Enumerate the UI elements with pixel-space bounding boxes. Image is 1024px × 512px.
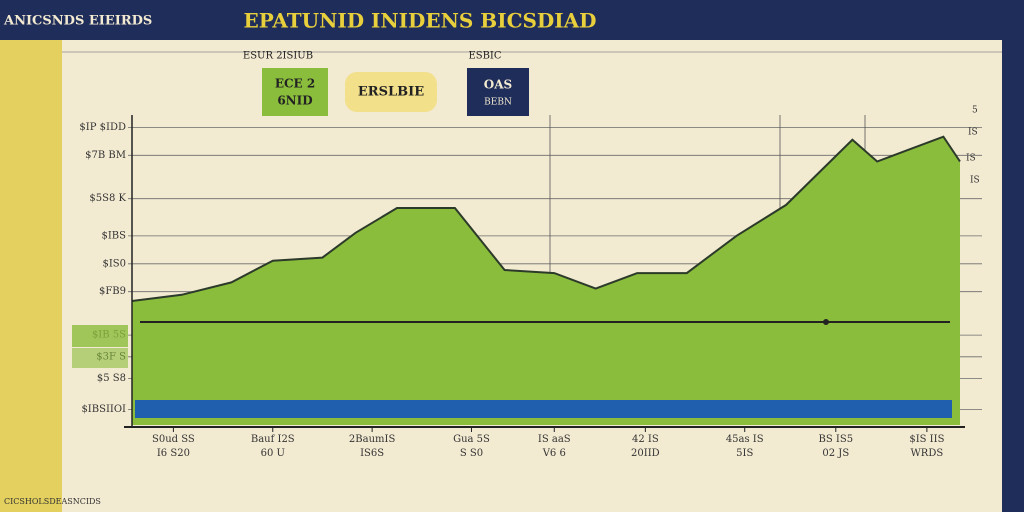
tick-line: 2BaumIS — [349, 434, 396, 445]
line — [131, 135, 961, 302]
x-tick-label: IS aaS V6 6 — [538, 434, 571, 459]
badge — [467, 68, 529, 116]
tick-line: IS6S — [360, 448, 384, 459]
x-tick-label: Bauf I2S 60 U — [251, 434, 295, 459]
band — [135, 400, 952, 418]
y-tick-label: $5 S8 — [97, 373, 126, 384]
brand: ANICSNDS EIEIRDS — [3, 14, 152, 29]
tick-line: $IS IIS — [909, 434, 944, 445]
y-tick-label: $IS0 — [102, 258, 126, 269]
tick-line: S0ud SS — [152, 434, 195, 445]
reference-dot — [823, 319, 829, 325]
tick-line: 20IID — [631, 448, 660, 459]
side-label: 5 — [972, 106, 978, 116]
badge-text: ECE 2 — [275, 77, 315, 91]
plot: $IBSIIOI$5 S8$3F S$IB 5S$FB9$IS0$IBS$5S8… — [72, 115, 982, 459]
x-tick-label: S0ud SS I6 S20 — [152, 434, 195, 459]
y-tick-label: $5S8 K — [89, 193, 126, 204]
tick-line: BS IS5 — [819, 434, 854, 445]
tick-line: Bauf I2S — [251, 434, 295, 445]
tick-line: WRDS — [911, 448, 944, 459]
tick-line: 02 JS — [822, 448, 849, 459]
tick-line: 45as IS — [726, 434, 764, 445]
x-tick-label: 2BaumIS IS6S — [349, 434, 396, 459]
x-tick-label: 42 IS 20IID — [631, 434, 660, 459]
y-tick-label: $IBSIIOI — [81, 404, 126, 415]
tick-line: I6 S20 — [157, 448, 190, 459]
x-tick-label: Gua 5S S S0 — [453, 434, 490, 459]
side-label: IS — [968, 128, 978, 138]
header-bar — [0, 0, 1024, 40]
tick-line: V6 6 — [542, 448, 566, 459]
tag — [72, 348, 128, 368]
side-label: IS — [970, 176, 980, 186]
y-tick-label: $IP $IDD — [79, 122, 126, 133]
left-strip — [0, 40, 62, 512]
footer: CICSHOLSDEASNCIDS — [4, 497, 101, 506]
badge — [345, 72, 437, 112]
tick-line: 5IS — [736, 448, 753, 459]
y-tick-label: $7B BM — [85, 150, 126, 161]
badge-caption: ESBIC — [468, 51, 501, 62]
area — [132, 136, 960, 425]
tag — [72, 325, 128, 347]
badge — [262, 68, 328, 116]
badge-text: 6NID — [277, 94, 312, 108]
tick-line: IS aaS — [538, 434, 571, 445]
tick-line: Gua 5S — [453, 434, 490, 445]
badge-text: BEBN — [484, 98, 512, 108]
badge-text: ERSLBIE — [358, 85, 424, 100]
tick-line: 60 U — [261, 448, 285, 459]
tick-line: S S0 — [460, 448, 483, 459]
badge-caption: ESUR 2ISIUB — [243, 51, 313, 62]
side-label: IS — [966, 154, 976, 164]
x-tick-label: 45as IS 5IS — [726, 434, 764, 459]
badge-text: OAS — [484, 78, 512, 92]
right-strip — [1002, 40, 1024, 512]
title: EPATUNID INIDENS BICSDIAD — [244, 9, 597, 33]
y-tick-label: $FB9 — [99, 286, 126, 297]
x-tick-label: $IS IIS WRDS — [909, 434, 944, 459]
tick-line: 42 IS — [632, 434, 659, 445]
x-tick-label: BS IS5 02 JS — [819, 434, 854, 459]
y-tick-label: $IBS — [101, 230, 126, 241]
